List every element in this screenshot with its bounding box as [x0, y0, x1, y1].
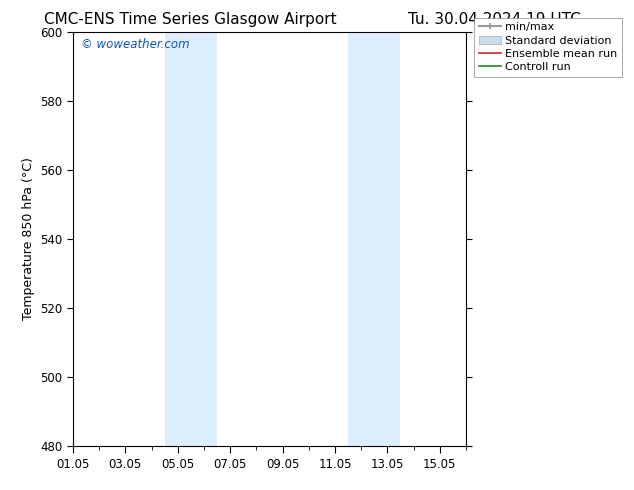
Text: © woweather.com: © woweather.com — [81, 38, 190, 51]
Text: CMC-ENS Time Series Glasgow Airport: CMC-ENS Time Series Glasgow Airport — [44, 12, 337, 27]
Bar — [165, 32, 217, 446]
Legend: min/max, Standard deviation, Ensemble mean run, Controll run: min/max, Standard deviation, Ensemble me… — [474, 18, 622, 77]
Y-axis label: Temperature 850 hPa (°C): Temperature 850 hPa (°C) — [22, 157, 35, 320]
Bar — [348, 32, 401, 446]
Text: Tu. 30.04.2024 19 UTC: Tu. 30.04.2024 19 UTC — [408, 12, 581, 27]
